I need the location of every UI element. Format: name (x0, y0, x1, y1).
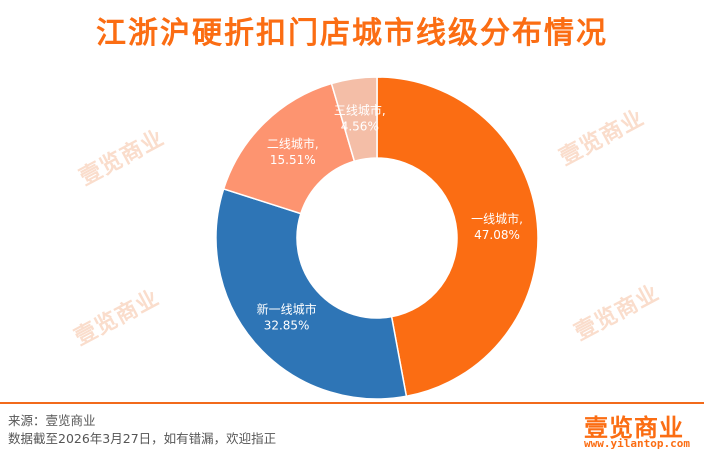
slice-1 (215, 187, 408, 400)
footer-divider (0, 402, 704, 404)
slice-value-3: 4.56% (341, 120, 379, 134)
brand-logo: 壹览商业 (584, 414, 684, 442)
chart-title: 江浙沪硬折扣门店城市线级分布情况 (96, 16, 608, 51)
slice-label-1: 新一线城市 (257, 302, 317, 317)
slice-3 (330, 76, 378, 163)
brand-url: www.yilantop.com (584, 437, 690, 450)
slice-label-0: 一线城市, (471, 211, 523, 226)
slice-value-0: 47.08% (474, 228, 520, 242)
donut-chart: 一线城市, 47.08% 新一线城市 32.85% 二线城市, 15.51% 三线城市, 4.… (215, 76, 539, 400)
footer-source: 来源：壹览商业 (8, 413, 96, 428)
footer-note: 数据截至2026年3月27日，如有错漏，欢迎指正 (8, 431, 277, 446)
slice-value-2: 15.51% (270, 153, 316, 167)
slice-label-2: 二线城市, (267, 136, 319, 151)
slice-0 (376, 76, 539, 398)
slice-label-3: 三线城市, (334, 103, 386, 118)
slice-value-1: 32.85% (264, 319, 310, 333)
